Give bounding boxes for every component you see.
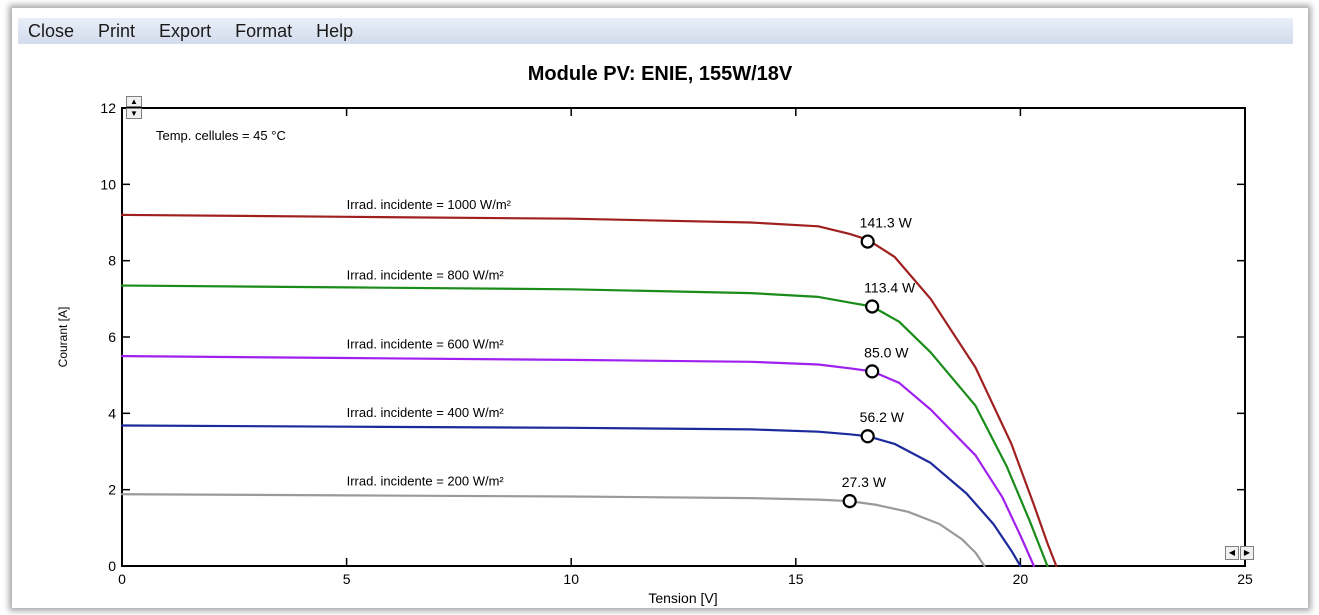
menu-help[interactable]: Help xyxy=(316,21,354,41)
mpp-power-label-4: 27.3 W xyxy=(842,474,887,490)
scroll-up-button[interactable]: ▲ xyxy=(126,96,142,107)
menu-close[interactable]: Close xyxy=(28,21,75,41)
menu-format[interactable]: Format xyxy=(235,21,293,41)
y-tick-label: 0 xyxy=(108,558,116,574)
mpp-power-label-3: 56.2 W xyxy=(860,409,905,425)
menu-bar: Close Print Export Format Help xyxy=(18,18,1293,44)
mpp-marker-0 xyxy=(860,234,875,249)
series-line-4 xyxy=(120,493,986,568)
y-tick-label: 8 xyxy=(108,253,116,269)
y-tick-label: 4 xyxy=(108,405,116,421)
series-label-2: Irrad. incidente = 600 W/m² xyxy=(347,336,505,351)
y-tick-label: 12 xyxy=(100,100,116,116)
x-tick-label: 10 xyxy=(563,571,579,587)
series-layer: Irrad. incidente = 1000 W/m² 141.3 W Irrad… xyxy=(120,197,1058,568)
mpp-marker-4 xyxy=(842,494,857,509)
y-axis-label: Courant [A] xyxy=(56,307,70,368)
mpp-marker-3 xyxy=(860,429,875,444)
mpp-marker-1 xyxy=(865,299,880,314)
x-tick-label: 25 xyxy=(1237,571,1253,587)
series-label-4: Irrad. incidente = 200 W/m² xyxy=(347,474,505,489)
chart-title: Module PV: ENIE, 155W/18V xyxy=(528,63,793,85)
scroll-left-button[interactable]: ◀ xyxy=(1225,546,1239,560)
series-label-1: Irrad. incidente = 800 W/m² xyxy=(347,268,505,283)
series-label-3: Irrad. incidente = 400 W/m² xyxy=(347,405,505,420)
scroll-right-button[interactable]: ▶ xyxy=(1240,546,1254,560)
y-tick-label: 10 xyxy=(100,176,116,192)
y-tick-label: 2 xyxy=(108,482,116,498)
x-tick-label: 20 xyxy=(1013,571,1029,587)
annotation-temperature: Temp. cellules = 45 °C xyxy=(156,128,286,143)
menu-print[interactable]: Print xyxy=(98,21,136,41)
axes-layer: 0 5 10 15 20 25 0 2 4 6 8 10 12 xyxy=(100,100,1253,587)
mpp-power-label-2: 85.0 W xyxy=(864,344,909,360)
y-tick-label: 6 xyxy=(108,329,116,345)
scroll-down-button[interactable]: ▼ xyxy=(126,108,142,119)
mpp-power-label-1: 113.4 W xyxy=(864,279,916,295)
series-line-0 xyxy=(120,213,1058,568)
menu-export[interactable]: Export xyxy=(159,21,212,41)
mpp-marker-2 xyxy=(865,364,880,379)
x-tick-label: 0 xyxy=(118,571,126,587)
series-line-2 xyxy=(120,355,1035,568)
mpp-power-label-0: 141.3 W xyxy=(860,215,913,231)
series-label-0: Irrad. incidente = 1000 W/m² xyxy=(347,197,512,212)
x-axis-label: Tension [V] xyxy=(648,590,717,606)
x-tick-label: 15 xyxy=(788,571,804,587)
x-tick-label: 5 xyxy=(343,571,351,587)
